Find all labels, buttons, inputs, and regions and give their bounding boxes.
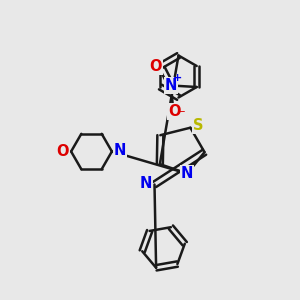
Text: O: O xyxy=(56,144,69,159)
Text: N: N xyxy=(140,176,152,191)
Text: N: N xyxy=(165,78,177,93)
Text: +: + xyxy=(173,73,182,83)
Text: ⁻: ⁻ xyxy=(178,108,184,121)
Text: O: O xyxy=(168,104,180,119)
Text: S: S xyxy=(193,118,203,133)
Text: N: N xyxy=(114,143,127,158)
Text: O: O xyxy=(149,59,162,74)
Text: N: N xyxy=(181,166,194,181)
